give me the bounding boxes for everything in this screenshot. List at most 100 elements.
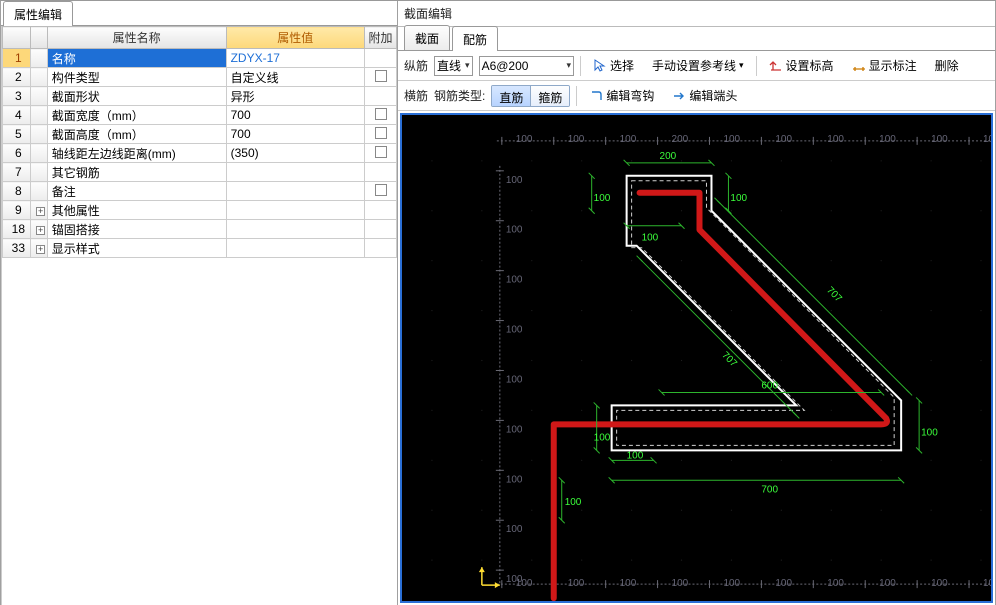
label-cross: 横筋 [404, 87, 428, 104]
row-number: 1 [3, 49, 31, 68]
table-row[interactable]: 3截面形状异形 [3, 87, 397, 106]
row-number: 8 [3, 182, 31, 201]
prop-extra[interactable] [365, 125, 397, 144]
set-elevation-button[interactable]: 设置标高 [763, 54, 840, 77]
svg-text:100: 100 [620, 134, 637, 145]
table-row[interactable]: 9+其他属性 [3, 201, 397, 220]
combo-line-type[interactable]: 直线 ▾ [434, 56, 473, 76]
table-row[interactable]: 7其它钢筋 [3, 163, 397, 182]
prop-extra [365, 163, 397, 182]
separator [580, 56, 581, 76]
prop-name: 备注 [47, 182, 226, 201]
toolbar-row-1: 纵筋 直线 ▾ A6@200 ▾ 选择 手动设置参考线 ▾ [398, 51, 995, 81]
plus-icon: + [36, 245, 45, 254]
row-number: 7 [3, 163, 31, 182]
header-extra: 附加 [365, 27, 397, 49]
table-row[interactable]: 6轴线距左边线距离(mm)(350) [3, 144, 397, 163]
tab-rebar[interactable]: 配筋 [452, 26, 498, 51]
prop-extra[interactable] [365, 68, 397, 87]
set-ref-line-label: 手动设置参考线 [652, 57, 736, 74]
select-button[interactable]: 选择 [587, 54, 640, 77]
prop-value[interactable]: ZDYX-17 [226, 49, 364, 68]
delete-button[interactable]: 删除 [929, 54, 965, 77]
prop-value[interactable] [226, 182, 364, 201]
prop-name: 构件类型 [47, 68, 226, 87]
header-expander [30, 27, 47, 49]
prop-value[interactable]: 异形 [226, 87, 364, 106]
prop-value[interactable] [226, 163, 364, 182]
table-row[interactable]: 2构件类型自定义线 [3, 68, 397, 87]
svg-text:100: 100 [983, 578, 991, 589]
separator [756, 56, 757, 76]
prop-value[interactable]: 自定义线 [226, 68, 364, 87]
svg-text:100: 100 [775, 134, 792, 145]
prop-value[interactable] [226, 239, 364, 258]
prop-value[interactable] [226, 220, 364, 239]
combo-line-type-value: 直线 [437, 57, 461, 74]
table-row[interactable]: 4 截面宽度（mm）700 [3, 106, 397, 125]
svg-text:100: 100 [506, 374, 523, 385]
svg-text:100: 100 [627, 450, 644, 461]
row-expander[interactable]: + [30, 201, 47, 220]
edit-end-button[interactable]: 编辑端头 [666, 84, 743, 107]
prop-extra [365, 49, 397, 68]
chevron-down-icon: ▾ [739, 60, 744, 71]
svg-text:100: 100 [565, 497, 582, 508]
prop-name: 名称 [47, 49, 226, 68]
combo-spec[interactable]: A6@200 ▾ [479, 56, 574, 76]
prop-value[interactable] [226, 201, 364, 220]
table-row[interactable]: 33+显示样式 [3, 239, 397, 258]
section-canvas[interactable]: 1001001002001001001001001001001001001001… [400, 113, 993, 603]
svg-text:100: 100 [506, 474, 523, 485]
table-row[interactable]: 1 名称ZDYX-17 [3, 49, 397, 68]
show-dim-button[interactable]: 显示标注 [846, 54, 923, 77]
section-tab-strip: 截面 配筋 [398, 27, 995, 51]
svg-text:100: 100 [568, 578, 585, 589]
prop-extra[interactable] [365, 106, 397, 125]
table-row[interactable]: 5截面高度（mm）700 [3, 125, 397, 144]
svg-text:100: 100 [620, 578, 637, 589]
prop-extra [365, 201, 397, 220]
row-number: 33 [3, 239, 31, 258]
prop-value[interactable]: 700 [226, 125, 364, 144]
svg-text:100: 100 [827, 134, 844, 145]
checkbox-icon [375, 184, 387, 196]
row-expander[interactable]: + [30, 239, 47, 258]
prop-name: 截面宽度（mm） [47, 106, 226, 125]
property-table-wrap: 属性名称 属性值 附加 1名称ZDYX-172构件类型自定义线3截面形状异形4截… [1, 26, 397, 605]
prop-extra[interactable] [365, 144, 397, 163]
edit-hook-button[interactable]: 编辑弯钩 [583, 84, 660, 107]
set-ref-line-button[interactable]: 手动设置参考线 ▾ [646, 54, 750, 77]
edit-hook-label: 编辑弯钩 [606, 87, 654, 104]
row-expander [30, 144, 47, 163]
table-row[interactable]: 18+锚固搭接 [3, 220, 397, 239]
header-rownum [3, 27, 31, 49]
chevron-down-icon: ▾ [566, 60, 571, 71]
tab-property-edit[interactable]: 属性编辑 [3, 1, 73, 26]
elevation-icon [769, 59, 783, 73]
plus-icon: + [36, 226, 45, 235]
prop-extra[interactable] [365, 182, 397, 201]
edit-end-label: 编辑端头 [689, 87, 737, 104]
svg-text:100: 100 [506, 275, 523, 286]
checkbox-icon [375, 127, 387, 139]
seg-straight[interactable]: 直筋 [492, 86, 531, 106]
svg-text:100: 100 [594, 193, 611, 204]
prop-extra [365, 220, 397, 239]
seg-stirrup[interactable]: 箍筋 [531, 86, 569, 106]
show-dim-label: 显示标注 [869, 57, 917, 74]
svg-text:100: 100 [568, 134, 585, 145]
table-row[interactable]: 8 备注 [3, 182, 397, 201]
row-expander[interactable]: + [30, 220, 47, 239]
prop-name: 截面高度（mm） [47, 125, 226, 144]
row-number: 4 [3, 106, 31, 125]
row-number: 6 [3, 144, 31, 163]
svg-text:100: 100 [516, 134, 533, 145]
prop-value[interactable]: (350) [226, 144, 364, 163]
delete-label: 删除 [935, 57, 959, 74]
section-editor-title: 截面编辑 [398, 1, 995, 27]
label-rebar-type: 钢筋类型: [434, 87, 485, 104]
row-expander [30, 182, 47, 201]
prop-value[interactable]: 700 [226, 106, 364, 125]
tab-section[interactable]: 截面 [404, 25, 450, 50]
